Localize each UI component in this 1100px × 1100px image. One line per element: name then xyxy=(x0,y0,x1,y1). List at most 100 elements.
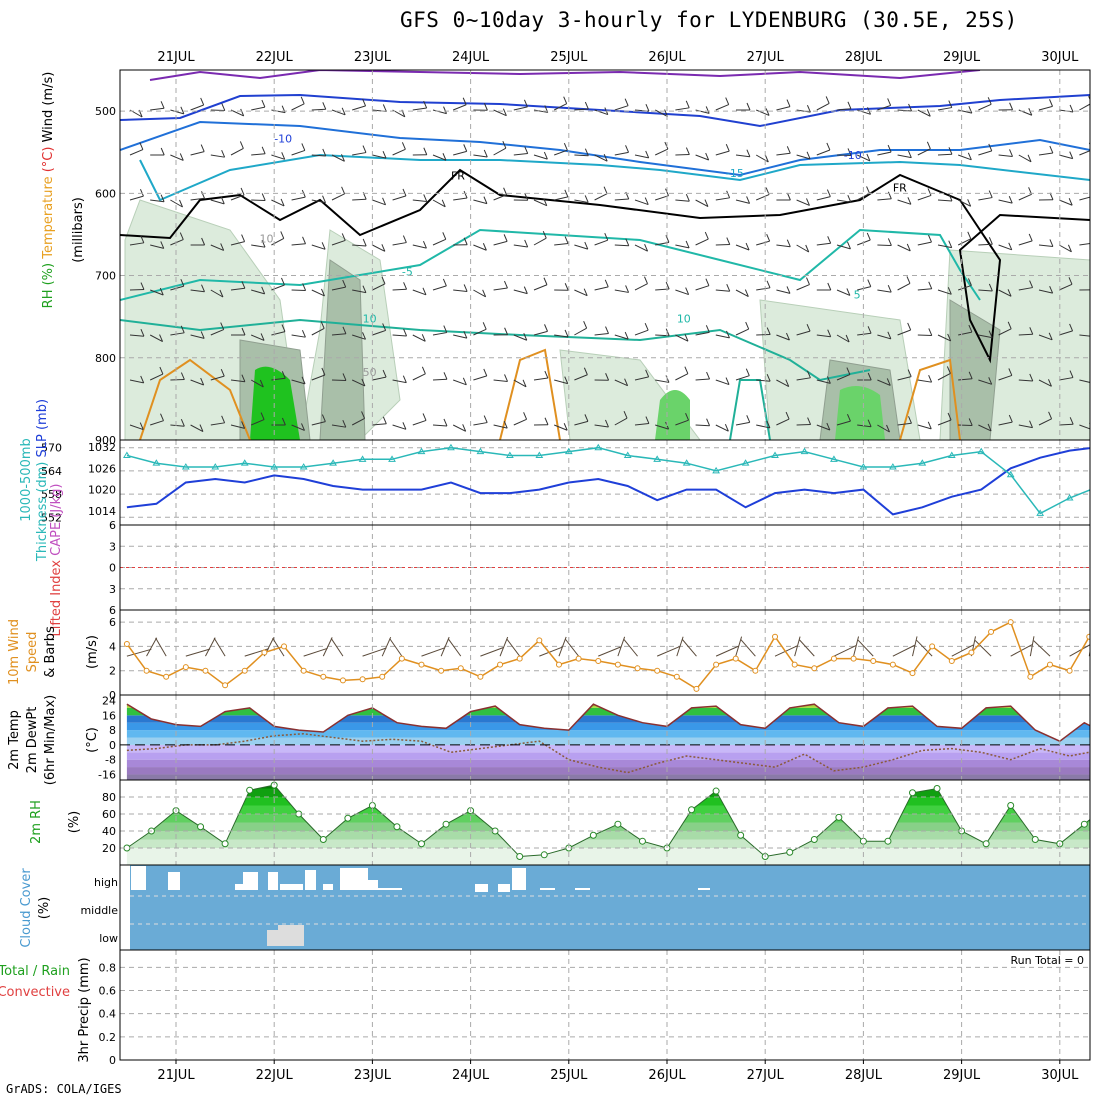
wind-barb xyxy=(937,199,953,202)
wind-barb xyxy=(594,333,609,336)
wind-barb xyxy=(786,332,790,341)
wind-barb xyxy=(744,289,749,297)
wind-barb xyxy=(362,285,367,293)
wind-barb xyxy=(241,327,246,336)
wind-barb xyxy=(907,322,912,331)
wind10m-barb xyxy=(381,637,392,657)
stability-ylabel: Lifted Index CAPE (J/kg) xyxy=(49,484,64,637)
wind-barb xyxy=(220,196,225,205)
wind-barb xyxy=(574,154,589,157)
wind-barb xyxy=(1038,334,1053,341)
wind10m-point xyxy=(1066,667,1073,674)
wind-barb xyxy=(958,154,972,161)
rh2m-ylabel: 2m RH xyxy=(29,800,44,844)
wind-barb xyxy=(1028,233,1033,242)
date-label-bottom: 30JUL xyxy=(1041,1068,1079,1083)
temp-band xyxy=(126,715,1090,723)
wind10m-barb xyxy=(447,638,462,657)
wind-barb xyxy=(564,189,569,198)
wind-barb xyxy=(160,413,164,421)
wind-barb xyxy=(715,289,730,292)
wind-barb xyxy=(988,330,993,338)
wind-barb xyxy=(907,150,912,158)
wind10m-barb xyxy=(857,639,874,657)
wind-barb xyxy=(513,379,527,388)
stability-ytick: 0 xyxy=(109,562,116,575)
clear-sky-gap xyxy=(378,888,402,890)
wind-barb xyxy=(210,244,224,251)
wind-barb xyxy=(735,328,749,336)
thickness-point xyxy=(859,463,868,470)
wind10m-barb xyxy=(499,636,509,657)
rh2m-point xyxy=(1031,836,1039,843)
wind-barb xyxy=(533,237,547,246)
stability-ytick: 3 xyxy=(109,583,116,596)
wind-barb xyxy=(826,189,831,197)
wind-barb xyxy=(1059,330,1073,336)
wind-barb xyxy=(544,417,549,425)
precip-frame xyxy=(119,949,1091,1061)
wind-barb xyxy=(735,199,750,204)
wind-barb xyxy=(786,99,791,107)
wind-barb xyxy=(745,242,750,251)
temp-band xyxy=(126,774,1090,780)
wind-barb xyxy=(453,379,467,386)
date-label-bottom: 24JUL xyxy=(452,1068,490,1083)
wind-barb xyxy=(392,195,407,201)
wind-barb xyxy=(341,186,346,195)
temp-band xyxy=(120,695,1090,701)
wind-barb xyxy=(423,194,428,202)
wind-barb xyxy=(392,148,406,156)
wind-barb xyxy=(271,284,285,291)
wind-barb xyxy=(917,241,932,246)
wind-barb xyxy=(695,285,710,291)
wind-barb xyxy=(502,141,507,149)
temperature-contour xyxy=(120,318,871,382)
rh2m-point xyxy=(393,823,401,831)
wind-barb xyxy=(331,333,346,336)
wind10m-point xyxy=(143,667,150,674)
wind-barb xyxy=(503,234,508,242)
wind-barb xyxy=(432,285,447,291)
wind-barb xyxy=(372,154,387,159)
date-label-top: 25JUL xyxy=(550,50,588,65)
wind-barb xyxy=(504,374,508,382)
wind-barb xyxy=(139,422,144,430)
wind-barb xyxy=(846,413,851,422)
wind-barb xyxy=(1059,377,1074,381)
wind-barb xyxy=(412,199,427,202)
wind-barb xyxy=(1029,327,1034,335)
wind-barb xyxy=(281,277,285,286)
wind-barb xyxy=(634,244,648,252)
wind10m-point xyxy=(673,673,680,680)
wind-barb xyxy=(201,237,206,246)
wind-barb xyxy=(221,415,226,424)
wind-barb xyxy=(190,151,205,156)
wind-barb xyxy=(543,277,548,285)
wind-barb xyxy=(695,378,710,381)
rh2m-bands xyxy=(126,785,1090,865)
wind-barb xyxy=(836,374,851,381)
wind-barb xyxy=(785,411,790,420)
wind-barb xyxy=(241,281,246,289)
wind-barb xyxy=(533,330,548,336)
thickness-ytick: 564 xyxy=(41,465,62,478)
thickness-point xyxy=(1036,509,1045,516)
wind10m-barb xyxy=(303,647,328,657)
wind10m-barb xyxy=(774,645,798,657)
wind-barb xyxy=(230,147,244,156)
wind10m-point xyxy=(713,661,720,668)
wind-barb xyxy=(220,368,225,377)
wind-barb xyxy=(1068,277,1073,285)
wind-barb xyxy=(675,419,689,426)
wind-barb xyxy=(926,141,931,150)
rh2m-point xyxy=(688,806,696,814)
wind-barb xyxy=(190,289,205,293)
wind-barb xyxy=(311,154,326,157)
wind-barb xyxy=(654,109,668,118)
wind10m-point xyxy=(300,667,307,674)
cloud-unit-ylabel: (%) xyxy=(37,897,52,920)
temp2m-line xyxy=(126,703,1090,743)
wind-barb xyxy=(291,334,306,338)
wind10m-point xyxy=(1027,673,1034,680)
